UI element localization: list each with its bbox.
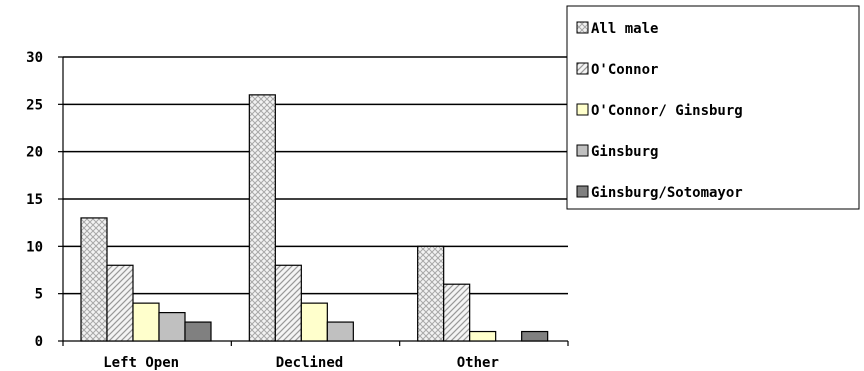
x-tick-label: Left Open <box>103 355 179 371</box>
y-tick-label: 0 <box>35 334 43 350</box>
bar-all-male-left-open <box>80 217 108 342</box>
legend-swatch <box>576 185 589 198</box>
axis-labels: 0 5 10 15 20 25 30 Left Open Declined Other <box>26 50 499 371</box>
legend-label: All male <box>591 21 658 37</box>
legend-box <box>566 5 860 210</box>
bar-o-connor-left-open <box>106 264 134 342</box>
bar-o-connor-declined <box>274 264 302 342</box>
y-tick-label: 25 <box>26 97 43 113</box>
bar-ginsburg-declined <box>326 321 354 342</box>
bars <box>80 94 549 342</box>
legend-swatch <box>576 62 589 75</box>
legend-swatch <box>576 103 589 116</box>
y-tick-label: 5 <box>35 287 43 303</box>
x-tick-label: Other <box>457 355 499 371</box>
legend-label: O'Connor <box>591 62 658 78</box>
y-tick-label: 15 <box>26 192 43 208</box>
bar-ginsburg-sotomayor-left-open <box>184 321 212 342</box>
bar-o-connor-other <box>443 283 471 342</box>
legend-label: O'Connor/ Ginsburg <box>591 103 743 119</box>
legend-label: Ginsburg <box>591 144 658 160</box>
x-tick-label: Declined <box>276 355 343 371</box>
bar-o-connor-ginsburg-left-open <box>132 302 160 342</box>
legend: All male O'Connor O'Connor/ Ginsburg Ginsbu… <box>566 5 860 210</box>
legend-label: Ginsburg/Sotomayor <box>591 185 743 201</box>
bar-all-male-other <box>417 245 445 342</box>
bar-o-connor-ginsburg-declined <box>300 302 328 342</box>
legend-swatch <box>576 21 589 34</box>
bar-all-male-declined <box>248 94 276 342</box>
bar-ginsburg-sotomayor-other <box>521 330 549 342</box>
gridlines <box>63 56 568 295</box>
y-tick-label: 30 <box>26 50 43 66</box>
y-tick-label: 10 <box>26 239 43 255</box>
legend-swatch <box>576 144 589 157</box>
bar-ginsburg-left-open <box>158 312 186 342</box>
y-tick-label: 20 <box>26 145 43 161</box>
bar-o-connor-ginsburg-other <box>469 330 497 342</box>
